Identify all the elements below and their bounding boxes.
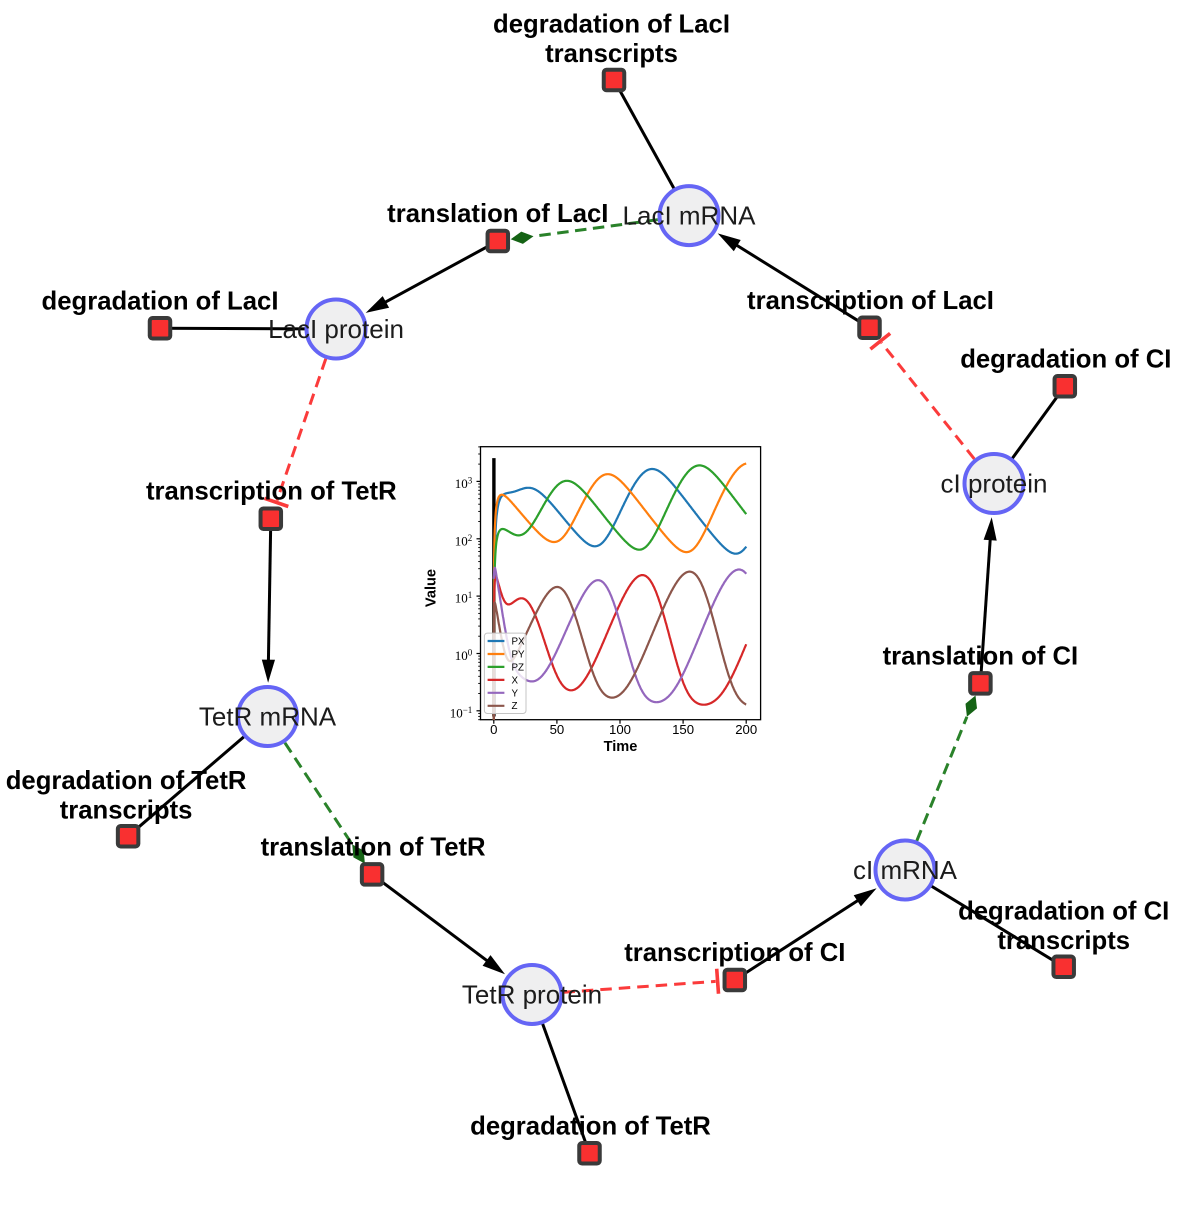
- svg-text:degradation of TetR: degradation of TetR: [470, 1112, 711, 1140]
- svg-text:transcription of CI: transcription of CI: [624, 939, 845, 967]
- svg-text:transcription of TetR: transcription of TetR: [146, 478, 397, 506]
- svg-text:LacI mRNA: LacI mRNA: [623, 201, 757, 231]
- svg-text:transcripts: transcripts: [997, 927, 1130, 955]
- svg-text:transcription of LacI: transcription of LacI: [747, 287, 994, 315]
- svg-text:degradation of CI: degradation of CI: [958, 898, 1169, 926]
- svg-text:150: 150: [672, 722, 694, 737]
- svg-text:degradation of LacI: degradation of LacI: [493, 11, 730, 39]
- svg-text:translation of LacI: translation of LacI: [387, 200, 608, 228]
- svg-text:Value: Value: [424, 569, 440, 607]
- svg-text:transcripts: transcripts: [60, 796, 193, 824]
- svg-text:translation of CI: translation of CI: [883, 642, 1079, 670]
- svg-text:200: 200: [735, 722, 757, 737]
- svg-text:degradation of CI: degradation of CI: [960, 345, 1171, 373]
- svg-text:Time: Time: [604, 739, 638, 755]
- svg-text:Y: Y: [512, 688, 519, 699]
- svg-text:TetR protein: TetR protein: [462, 980, 602, 1010]
- svg-text:translation of TetR: translation of TetR: [261, 833, 486, 861]
- svg-text:cI mRNA: cI mRNA: [853, 855, 958, 885]
- svg-text:100: 100: [609, 722, 631, 737]
- svg-text:X: X: [512, 675, 519, 686]
- svg-text:degradation of LacI: degradation of LacI: [42, 287, 279, 315]
- svg-text:50: 50: [550, 722, 565, 737]
- svg-text:TetR mRNA: TetR mRNA: [199, 702, 337, 732]
- svg-text:PZ: PZ: [512, 662, 525, 673]
- svg-text:PX: PX: [512, 637, 526, 648]
- svg-text:degradation of TetR: degradation of TetR: [6, 767, 247, 795]
- svg-text:Z: Z: [512, 701, 518, 712]
- svg-text:0: 0: [490, 722, 497, 737]
- svg-text:transcripts: transcripts: [545, 40, 678, 68]
- svg-text:LacI protein: LacI protein: [268, 314, 404, 344]
- svg-text:cI protein: cI protein: [941, 469, 1048, 499]
- svg-text:PY: PY: [512, 650, 526, 661]
